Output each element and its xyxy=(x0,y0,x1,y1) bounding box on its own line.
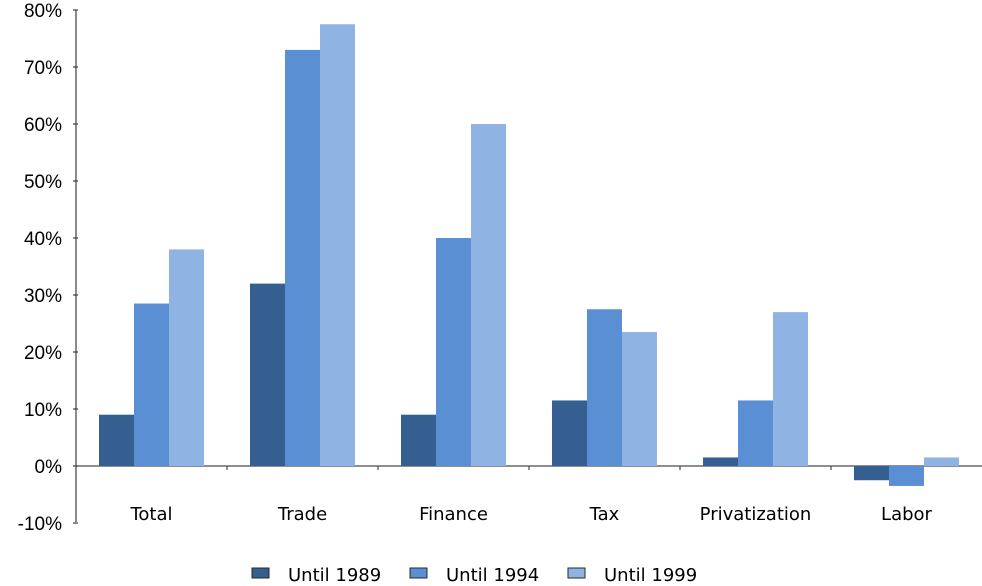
legend-swatch xyxy=(567,567,586,579)
category-labels: Total Trade Finance Tax Privatization Labor xyxy=(129,504,932,525)
bar-tax-2 xyxy=(587,309,622,466)
category-label: Total xyxy=(129,504,172,525)
y-tick-label: 50% xyxy=(24,172,62,193)
bar-total-3 xyxy=(169,249,204,466)
category-label: Trade xyxy=(277,504,327,525)
legend-swatch xyxy=(251,567,270,579)
bar-total-1 xyxy=(99,414,134,466)
bar-tax-1 xyxy=(552,400,587,466)
chart-axes xyxy=(75,10,982,522)
y-tick-label: 40% xyxy=(24,229,62,250)
bar-labor-3 xyxy=(924,457,959,466)
legend-label: Until 1999 xyxy=(604,565,697,586)
bar-finance-2 xyxy=(436,238,471,466)
y-tick-label: 20% xyxy=(24,343,62,364)
bar-trade-3 xyxy=(320,24,355,466)
y-tick-label: 10% xyxy=(24,400,62,421)
bar-privatization-1 xyxy=(703,457,738,466)
bar-total-2 xyxy=(134,303,169,466)
bar-finance-3 xyxy=(471,124,506,466)
legend-label: Until 1994 xyxy=(446,565,539,586)
bar-labor-2 xyxy=(889,466,924,486)
y-tick-label: 0% xyxy=(35,457,63,478)
bars-group xyxy=(99,24,959,486)
y-tick-label: 70% xyxy=(24,58,62,79)
y-tick-label: 60% xyxy=(24,115,62,136)
bar-trade-1 xyxy=(250,283,285,466)
legend-label: Until 1989 xyxy=(288,565,381,586)
bar-privatization-3 xyxy=(773,312,808,466)
y-tick-label: 80% xyxy=(24,1,62,22)
x-tick-group xyxy=(226,466,832,470)
bar-privatization-2 xyxy=(738,400,773,466)
category-label: Labor xyxy=(881,504,932,525)
bar-tax-3 xyxy=(622,332,657,466)
category-label: Finance xyxy=(419,504,488,525)
legend-swatch xyxy=(409,567,428,579)
category-label: Tax xyxy=(589,504,620,525)
y-tick-label: -10% xyxy=(18,514,62,535)
category-label: Privatization xyxy=(700,504,812,525)
legend: Until 1989 Until 1994 Until 1999 xyxy=(251,565,697,586)
bar-finance-1 xyxy=(401,414,436,466)
bar-trade-2 xyxy=(285,49,320,467)
bar-labor-1 xyxy=(854,466,889,481)
y-tick-label: 30% xyxy=(24,286,62,307)
y-tick-group: -10% 0% 10% 20% 30% 40% 50% 60% 70% 80% xyxy=(18,1,78,535)
